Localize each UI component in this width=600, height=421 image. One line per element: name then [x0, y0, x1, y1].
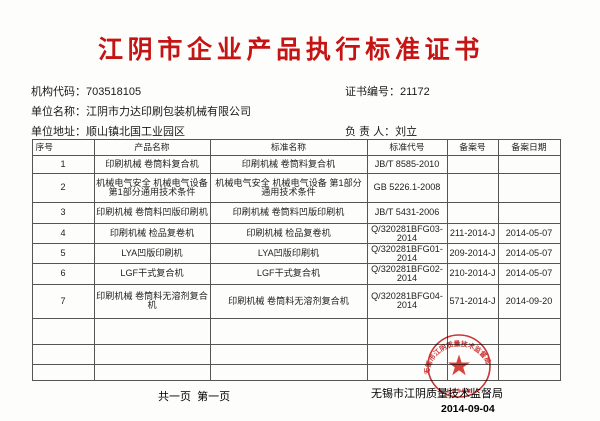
svg-text:标准专用章: 标准专用章 — [446, 388, 472, 395]
